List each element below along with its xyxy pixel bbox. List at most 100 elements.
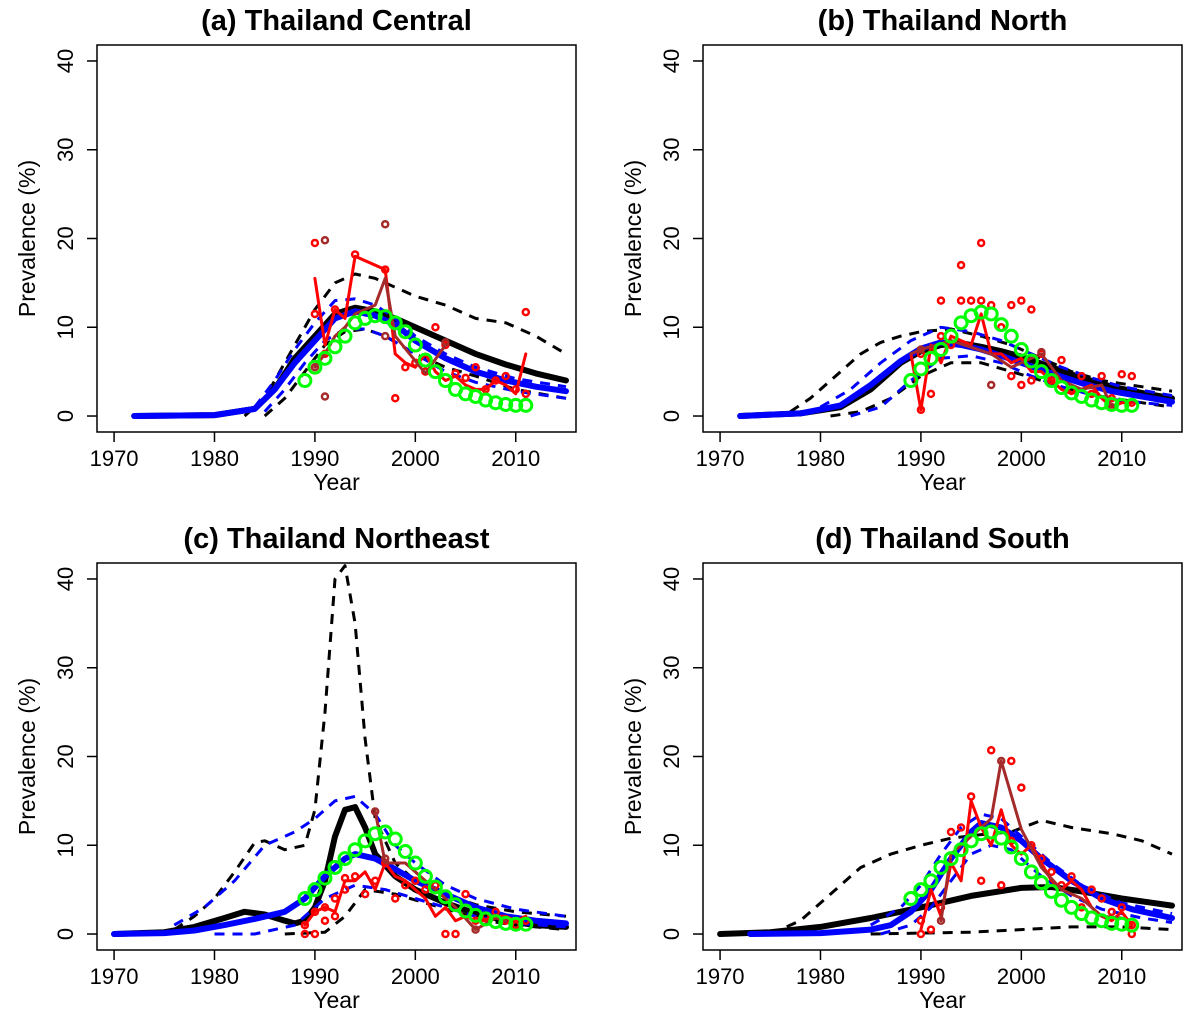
circle-marker [1023,864,1039,880]
point-marker [330,305,340,314]
x-tick-label: 2000 [997,446,1046,471]
circle-marker [993,317,1009,333]
point-marker [926,925,936,934]
point-marker [310,309,320,319]
circle-marker [377,824,393,840]
circle-marker [407,337,423,353]
circle-marker [1013,341,1029,357]
point-marker [1047,376,1056,385]
point-marker [421,885,430,894]
point-marker [1097,894,1106,903]
circle-marker [518,916,534,932]
circle-marker [913,361,929,377]
panel: (d) Thailand South 1970 1980 1990 2000 2010 0 1… [620,523,1183,1013]
series-line [747,820,1175,937]
point-marker [401,880,410,890]
interval-line [243,272,567,418]
y-axis-label: Prevalence (%) [14,678,40,835]
circle-marker [963,833,979,849]
y-tick-label: 10 [659,315,684,339]
point-marker [380,265,390,274]
point-marker [916,916,926,925]
point-marker [916,345,926,354]
circle-marker [488,395,504,411]
panel: (c) Thailand Northeast 1970 1980 1990 2000 20… [14,523,577,1013]
point-marker [390,394,400,403]
circle-marker [903,891,919,907]
circle-marker [1023,353,1039,369]
circle-marker [903,373,919,389]
x-tick-label: 1970 [90,964,139,989]
point-marker [320,392,330,401]
point-marker [1007,300,1016,310]
circle-marker [933,859,949,875]
point-marker [916,405,926,415]
interval-line [263,327,567,413]
point-marker [320,916,330,925]
interval-line [253,297,567,409]
y-tick-label: 20 [53,226,78,250]
point-marker [411,876,420,886]
point-marker [511,385,520,394]
x-tick-label: 1990 [896,964,945,989]
point-marker [1047,867,1056,877]
point-marker [1007,371,1016,381]
circle-marker [508,397,524,413]
x-tick-label: 2000 [997,964,1046,989]
circle-marker [1114,916,1130,932]
circle-marker [518,397,534,413]
point-marker [1027,305,1036,314]
point-marker [320,236,330,245]
point-marker [461,373,470,383]
y-tick-label: 40 [659,49,684,73]
panel-title: (a) Thailand Central [201,5,472,37]
circle-marker [973,304,989,320]
point-marker [996,756,1006,766]
panel: (b) Thailand North 1970 1980 1990 2000 2010 0 1… [620,5,1183,495]
y-tick-label: 20 [53,744,78,768]
circle-marker [1013,851,1029,867]
circle-marker [307,882,323,898]
circle-marker [1104,915,1120,931]
point-marker [986,746,996,755]
point-marker [481,385,490,394]
point-marker [976,876,986,886]
point-marker [441,929,450,939]
point-marker [986,380,996,390]
circle-marker [387,315,403,331]
point-marker [441,338,450,347]
point-marker [926,389,936,399]
point-marker [1027,376,1036,385]
circle-marker [488,914,504,930]
point-marker [350,250,360,259]
point-marker [461,889,470,899]
plot-area [717,746,1175,939]
circle-marker [508,916,524,932]
circle-marker [1124,917,1140,933]
circle-marker [983,306,999,322]
point-marker [936,296,946,305]
y-axis-label: Prevalence (%) [620,160,646,317]
point-marker [1097,371,1106,381]
circle-marker [437,889,453,905]
panel-title: (d) Thailand South [815,523,1070,555]
circle-marker [933,341,949,357]
interval-line [819,325,1173,409]
circle-marker [397,843,413,859]
point-marker [1127,371,1137,381]
circle-marker [327,859,343,875]
circle-marker [1094,395,1110,411]
circle-marker [1003,328,1019,344]
circle-marker [1043,883,1059,899]
y-tick-label: 30 [53,655,78,679]
point-marker [1017,783,1026,792]
point-marker [1067,872,1076,881]
circle-marker [437,373,453,389]
circle-marker [397,324,413,340]
y-tick-label: 40 [53,49,78,73]
circle-marker [327,339,343,355]
point-marker [916,929,926,939]
x-tick-label: 2000 [391,964,440,989]
